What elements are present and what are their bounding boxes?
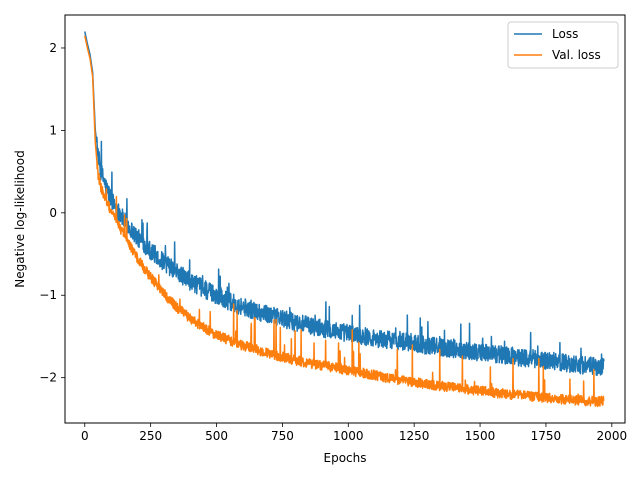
series-layer xyxy=(84,31,605,408)
legend: Loss Val. loss xyxy=(507,21,619,69)
y-tick-label: −1 xyxy=(39,288,57,302)
x-tick-label: 2000 xyxy=(597,429,628,443)
y-tick-label: 2 xyxy=(49,41,57,55)
y-axis-label: Negative log-likelihood xyxy=(13,150,27,287)
x-tick-label: 750 xyxy=(271,429,294,443)
x-tick-label: 500 xyxy=(205,429,228,443)
plot-frame xyxy=(64,14,626,424)
x-tick-label: 1750 xyxy=(531,429,562,443)
x-tick-label: 250 xyxy=(139,429,162,443)
series-line-val-loss xyxy=(84,35,605,408)
y-tick-label: 1 xyxy=(49,123,57,137)
x-tick-label: 0 xyxy=(81,429,89,443)
legend-label: Loss xyxy=(552,27,578,41)
legend-label: Val. loss xyxy=(552,48,601,62)
x-axis-label: Epochs xyxy=(324,451,367,465)
x-axis: 0 250 500 750 1000 1250 1500 1750 2000 xyxy=(81,423,627,443)
x-tick-label: 1500 xyxy=(465,429,496,443)
x-tick-label: 1000 xyxy=(333,429,364,443)
y-tick-label: −2 xyxy=(39,371,57,385)
y-tick-label: 0 xyxy=(49,206,57,220)
y-axis: −2 −1 0 1 2 xyxy=(39,41,65,385)
series-line-loss xyxy=(84,31,605,377)
x-tick-label: 1250 xyxy=(399,429,430,443)
